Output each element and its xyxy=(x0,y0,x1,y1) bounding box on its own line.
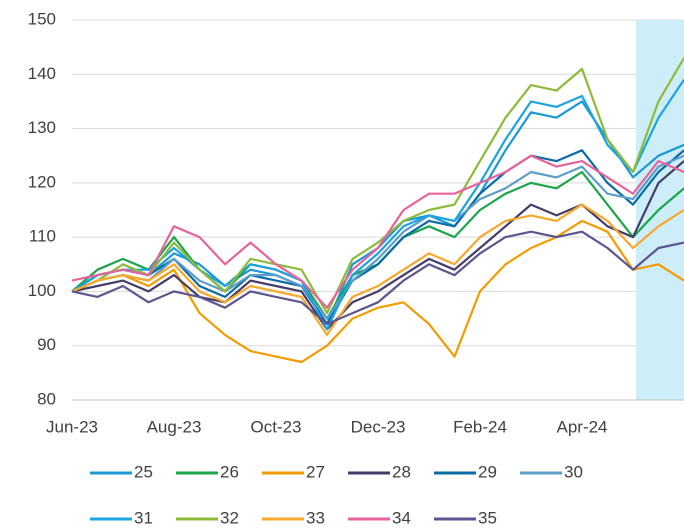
x-tick-label: Oct-23 xyxy=(250,417,301,436)
legend-label: 28 xyxy=(392,462,411,481)
legend-label: 33 xyxy=(306,508,325,527)
series-line xyxy=(71,219,684,364)
series-line xyxy=(71,154,684,320)
legend-label: 27 xyxy=(306,462,325,481)
x-tick-label: Feb-24 xyxy=(453,417,507,436)
y-tick-label: 110 xyxy=(29,227,56,246)
x-tick-label: Apr-24 xyxy=(556,417,607,436)
y-tick-label: 90 xyxy=(37,335,56,354)
legend-label: 26 xyxy=(220,462,239,481)
y-tick-label: 120 xyxy=(28,172,56,191)
y-tick-label: 130 xyxy=(28,118,56,137)
series-line xyxy=(71,154,684,309)
y-tick-label: 100 xyxy=(28,281,56,300)
legend-label: 25 xyxy=(134,462,153,481)
y-tick-label: 80 xyxy=(37,389,56,408)
series-line xyxy=(71,230,684,326)
x-tick-label: Aug-23 xyxy=(147,417,202,436)
y-tick-label: 150 xyxy=(28,9,56,28)
legend-label: 31 xyxy=(134,508,153,527)
series-line xyxy=(71,203,684,336)
series-line xyxy=(71,57,684,315)
x-tick-label: Jun-23 xyxy=(46,417,98,436)
x-tick-label: Dec-23 xyxy=(351,417,406,436)
legend-label: 30 xyxy=(564,462,583,481)
series-line xyxy=(71,79,684,331)
legend-label: 34 xyxy=(392,508,411,527)
legend-label: 29 xyxy=(478,462,497,481)
legend-label: 32 xyxy=(220,508,239,527)
legend-label: 35 xyxy=(478,508,497,527)
y-tick-label: 140 xyxy=(28,64,56,83)
